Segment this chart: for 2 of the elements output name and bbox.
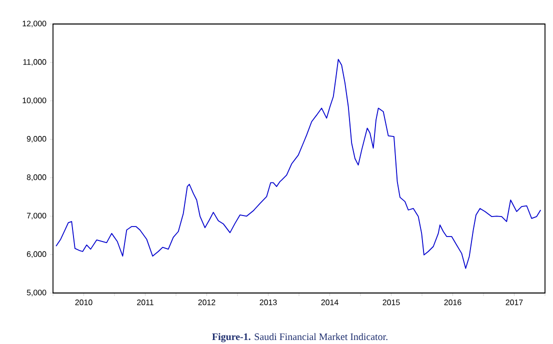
text: Figure-1. Saudi Financial Market Indicator. (212, 333, 388, 342)
line-series (56, 58, 542, 269)
